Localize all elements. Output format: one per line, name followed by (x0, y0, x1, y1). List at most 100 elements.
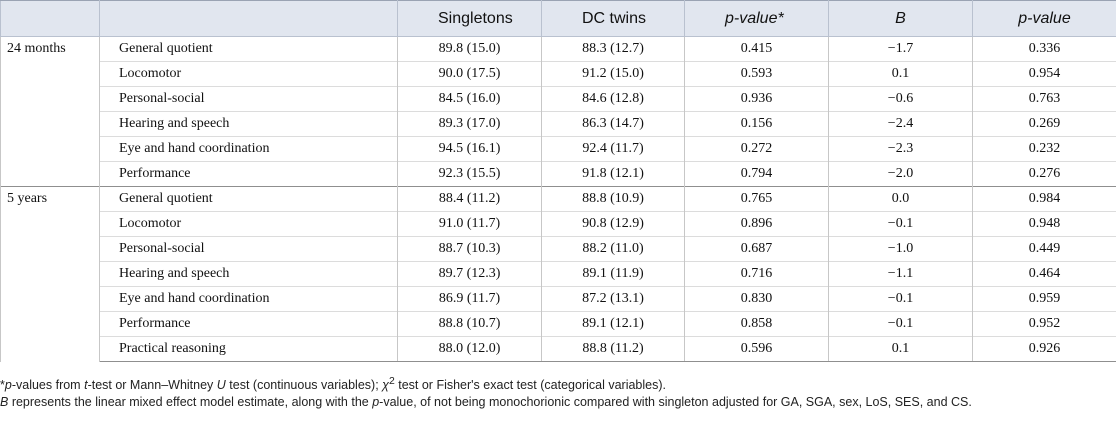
table-footnotes: *p-values from t-test or Mann–Whitney U … (0, 373, 1110, 411)
p-value-adjusted: 0.959 (972, 286, 1116, 312)
p-value-unadjusted: 0.896 (684, 211, 829, 237)
p-value-adjusted: 0.464 (972, 261, 1116, 287)
p-value-adjusted: 0.336 (972, 36, 1116, 62)
singletons-value: 88.8 (10.7) (397, 311, 542, 337)
measure-label: Locomotor (99, 61, 398, 87)
singletons-value: 89.7 (12.3) (397, 261, 542, 287)
singletons-value: 84.5 (16.0) (397, 86, 542, 112)
table-row: Locomotor 90.0 (17.5) 91.2 (15.0) 0.593 0.1 0… (1, 61, 1116, 87)
p-value-unadjusted: 0.687 (684, 236, 829, 262)
p-value-unadjusted: 0.858 (684, 311, 829, 337)
dc-twins-value: 89.1 (11.9) (541, 261, 685, 287)
b-estimate: −0.1 (828, 311, 973, 337)
p-value-unadjusted: 0.936 (684, 86, 829, 112)
p-value-adjusted: 0.952 (972, 311, 1116, 337)
header-blank-measure (99, 0, 398, 37)
dc-twins-value: 92.4 (11.7) (541, 136, 685, 162)
singletons-value: 92.3 (15.5) (397, 161, 542, 187)
dc-twins-value: 88.3 (12.7) (541, 36, 685, 62)
b-estimate: −0.1 (828, 211, 973, 237)
p-value-unadjusted: 0.765 (684, 186, 829, 212)
header-b: B (828, 0, 973, 37)
table-row: Performance 88.8 (10.7) 89.1 (12.1) 0.858 −0… (1, 311, 1116, 337)
dc-twins-value: 91.8 (12.1) (541, 161, 685, 187)
measure-label: Practical reasoning (99, 336, 398, 362)
p-value-unadjusted: 0.830 (684, 286, 829, 312)
dc-twins-value: 88.2 (11.0) (541, 236, 685, 262)
measure-label: Performance (99, 311, 398, 337)
p-value-adjusted: 0.276 (972, 161, 1116, 187)
p-value-unadjusted: 0.794 (684, 161, 829, 187)
header-p-value: p-value (972, 0, 1116, 37)
singletons-value: 89.3 (17.0) (397, 111, 542, 137)
dc-twins-value: 86.3 (14.7) (541, 111, 685, 137)
dc-twins-value: 90.8 (12.9) (541, 211, 685, 237)
table-row: 5 years General quotient 88.4 (11.2) 88.8 (… (0, 186, 1116, 362)
p-value-unadjusted: 0.716 (684, 261, 829, 287)
dc-twins-value: 84.6 (12.8) (541, 86, 685, 112)
measure-label: Performance (99, 161, 398, 187)
b-estimate: −1.0 (828, 236, 973, 262)
b-estimate: 0.0 (828, 186, 973, 212)
b-estimate: 0.1 (828, 336, 973, 362)
group-label: 5 years (0, 186, 100, 362)
table-row: Performance 92.3 (15.5) 91.8 (12.1) 0.794 −2… (1, 161, 1116, 187)
measure-label: Locomotor (99, 211, 398, 237)
singletons-value: 94.5 (16.1) (397, 136, 542, 162)
singletons-value: 88.4 (11.2) (397, 186, 542, 212)
table-body: 24 months General quotient 89.8 (15.0) 88.3… (0, 36, 1116, 362)
measure-label: General quotient (99, 186, 398, 212)
dc-twins-value: 87.2 (13.1) (541, 286, 685, 312)
p-value-adjusted: 0.984 (972, 186, 1116, 212)
header-row: Singletons DC twins p-value* B p-value (0, 0, 1116, 37)
b-estimate: −2.4 (828, 111, 973, 137)
p-value-adjusted: 0.926 (972, 336, 1116, 362)
p-value-adjusted: 0.954 (972, 61, 1116, 87)
p-value-adjusted: 0.449 (972, 236, 1116, 262)
table-row: 24 months General quotient 89.8 (15.0) 88.3… (0, 36, 1116, 187)
measure-label: General quotient (99, 36, 398, 62)
table-row: Eye and hand coordination 94.5 (16.1) 92.4… (1, 136, 1116, 162)
dc-twins-value: 91.2 (15.0) (541, 61, 685, 87)
b-estimate: −2.0 (828, 161, 973, 187)
singletons-value: 88.0 (12.0) (397, 336, 542, 362)
table-row: Practical reasoning 88.0 (12.0) 88.8 (11.2… (1, 336, 1116, 362)
p-value-adjusted: 0.269 (972, 111, 1116, 137)
b-estimate: −1.1 (828, 261, 973, 287)
table-row: Hearing and speech 89.3 (17.0) 86.3 (14.7)… (1, 111, 1116, 137)
p-value-unadjusted: 0.596 (684, 336, 829, 362)
b-estimate: −0.1 (828, 286, 973, 312)
b-estimate: −2.3 (828, 136, 973, 162)
table-row: Hearing and speech 89.7 (12.3) 89.1 (11.9)… (1, 261, 1116, 287)
measure-label: Hearing and speech (99, 261, 398, 287)
p-value-unadjusted: 0.156 (684, 111, 829, 137)
header-singletons: Singletons (397, 0, 542, 37)
b-estimate: −1.7 (828, 36, 973, 62)
table-row: Personal-social 84.5 (16.0) 84.6 (12.8) 0.9… (1, 86, 1116, 112)
p-value-unadjusted: 0.272 (684, 136, 829, 162)
singletons-value: 86.9 (11.7) (397, 286, 542, 312)
measure-label: Eye and hand coordination (99, 136, 398, 162)
header-p-value-star: p-value* (684, 0, 829, 37)
group-label: 24 months (0, 36, 100, 187)
singletons-value: 91.0 (11.7) (397, 211, 542, 237)
table-row: Eye and hand coordination 86.9 (11.7) 87.2… (1, 286, 1116, 312)
p-value-adjusted: 0.763 (972, 86, 1116, 112)
header-dc-twins: DC twins (541, 0, 685, 37)
dc-twins-value: 88.8 (11.2) (541, 336, 685, 362)
table-row: Personal-social 88.7 (10.3) 88.2 (11.0) 0.6… (1, 236, 1116, 262)
p-value-adjusted: 0.232 (972, 136, 1116, 162)
header-blank-group (0, 0, 100, 37)
singletons-value: 88.7 (10.3) (397, 236, 542, 262)
measure-label: Hearing and speech (99, 111, 398, 137)
p-value-unadjusted: 0.415 (684, 36, 829, 62)
footnote-model-estimate: B represents the linear mixed effect mod… (0, 395, 972, 410)
table-row: Locomotor 91.0 (11.7) 90.8 (12.9) 0.896 −0.1… (1, 211, 1116, 237)
measure-label: Personal-social (99, 236, 398, 262)
b-estimate: 0.1 (828, 61, 973, 87)
p-value-adjusted: 0.948 (972, 211, 1116, 237)
singletons-value: 90.0 (17.5) (397, 61, 542, 87)
measure-label: Personal-social (99, 86, 398, 112)
b-estimate: −0.6 (828, 86, 973, 112)
p-value-unadjusted: 0.593 (684, 61, 829, 87)
